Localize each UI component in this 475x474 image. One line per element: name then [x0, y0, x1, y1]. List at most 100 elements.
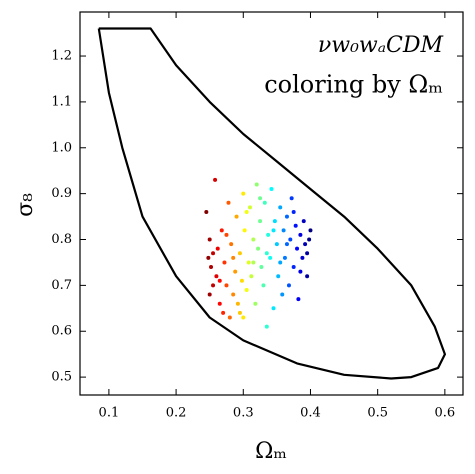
scatter-point — [233, 269, 238, 274]
scatter-point — [211, 283, 216, 288]
scatter-point — [219, 228, 224, 233]
chart-subtitle: coloring by Ωₘ — [264, 71, 443, 99]
scatter-point — [269, 187, 274, 192]
y-axis-label: σ₈ — [13, 193, 38, 217]
scatter-point — [222, 260, 227, 265]
scatter-point — [280, 292, 285, 297]
scatter-point — [264, 324, 269, 329]
scatter-point — [284, 214, 289, 219]
scatter-point — [213, 177, 218, 182]
scatter-point — [271, 228, 276, 233]
scatter-point — [296, 297, 301, 302]
scatter-point — [229, 242, 234, 247]
scatter-point — [289, 196, 294, 201]
scatter-point — [261, 283, 266, 288]
scatter-point — [278, 205, 283, 210]
scatter-point — [206, 255, 211, 260]
scatter-point — [241, 191, 246, 196]
scatter-point — [300, 255, 305, 260]
x-tick-label: 0.1 — [99, 406, 120, 421]
scatter-point — [217, 301, 222, 306]
scatter-point — [278, 260, 283, 265]
scatter-point — [221, 310, 226, 315]
scatter-point — [235, 301, 240, 306]
y-tick-label: 1.2 — [51, 49, 72, 64]
scatter-point — [256, 246, 261, 251]
scatter-point — [209, 265, 214, 270]
scatter-point — [244, 209, 249, 214]
scatter-point — [282, 255, 287, 260]
scatter-point — [281, 228, 286, 233]
scatter-point — [291, 209, 296, 214]
scatter-point — [226, 200, 231, 205]
scatter-point — [239, 278, 244, 283]
scatter-point — [298, 269, 303, 274]
scatter-point — [215, 246, 220, 251]
scatter-point — [207, 292, 212, 297]
chart-title: νw₀wₐCDM — [318, 33, 444, 58]
scatter-point — [259, 265, 264, 270]
scatter-point — [286, 283, 291, 288]
scatter-point — [242, 228, 247, 233]
scatter-point — [266, 232, 271, 237]
scatter-point — [253, 301, 258, 306]
y-tick-label: 1.1 — [51, 94, 72, 109]
scatter-point — [227, 315, 232, 320]
scatter-point — [204, 209, 209, 214]
scatter-point — [298, 232, 303, 237]
scatter-point — [231, 292, 236, 297]
scatter-point — [258, 219, 263, 224]
scatter-point — [246, 260, 251, 265]
scatter-point — [249, 274, 254, 279]
y-tick-label: 0.8 — [51, 232, 72, 247]
scatter-point — [244, 287, 249, 292]
scatter-point — [207, 237, 212, 242]
scatter-point — [308, 228, 313, 233]
x-tick-label: 0.3 — [233, 406, 254, 421]
scatter-point — [258, 196, 263, 201]
scatter-point — [274, 242, 279, 247]
scatter-point — [234, 214, 239, 219]
scatter-point — [224, 283, 229, 288]
x-tick-label: 0.2 — [166, 406, 187, 421]
scatter-point — [214, 274, 219, 279]
scatter-point — [284, 242, 289, 247]
scatter-point — [231, 255, 236, 260]
scatter-point — [237, 251, 242, 256]
scatter-point — [276, 274, 281, 279]
scatter-point — [251, 237, 256, 242]
plot-frame — [79, 11, 464, 396]
scatter-point — [305, 251, 310, 256]
scatter-point — [247, 205, 252, 210]
scatter-point — [211, 251, 216, 256]
x-axis-label: Ωₘ — [255, 439, 287, 464]
y-tick-label: 0.9 — [51, 186, 72, 201]
scatter-point — [301, 219, 306, 224]
contour — [97, 27, 446, 380]
scatter-point — [268, 255, 273, 260]
y-tick-label: 0.6 — [51, 324, 72, 339]
scatter-point — [307, 237, 312, 242]
scatter-point — [264, 251, 269, 256]
scatter-point — [251, 260, 256, 265]
scatter-point — [295, 246, 300, 251]
scatter-point — [305, 274, 310, 279]
x-tick-label: 0.5 — [367, 406, 388, 421]
y-tick-label: 0.5 — [51, 370, 72, 385]
scatter-point — [271, 306, 276, 311]
scatter-point — [291, 265, 296, 270]
scatter-point — [303, 242, 308, 247]
y-tick-label: 1.0 — [51, 140, 72, 155]
scatter-point — [288, 237, 293, 242]
scatter-point — [241, 315, 246, 320]
scatter-point — [293, 223, 298, 228]
y-tick-label: 0.7 — [51, 278, 72, 293]
scatter-point — [254, 182, 259, 187]
scatter-point — [224, 232, 229, 237]
x-tick-label: 0.6 — [435, 406, 456, 421]
x-tick-label: 0.4 — [300, 406, 321, 421]
scatter-point — [217, 278, 222, 283]
scatter-point — [262, 200, 267, 205]
scatter-point — [272, 219, 277, 224]
